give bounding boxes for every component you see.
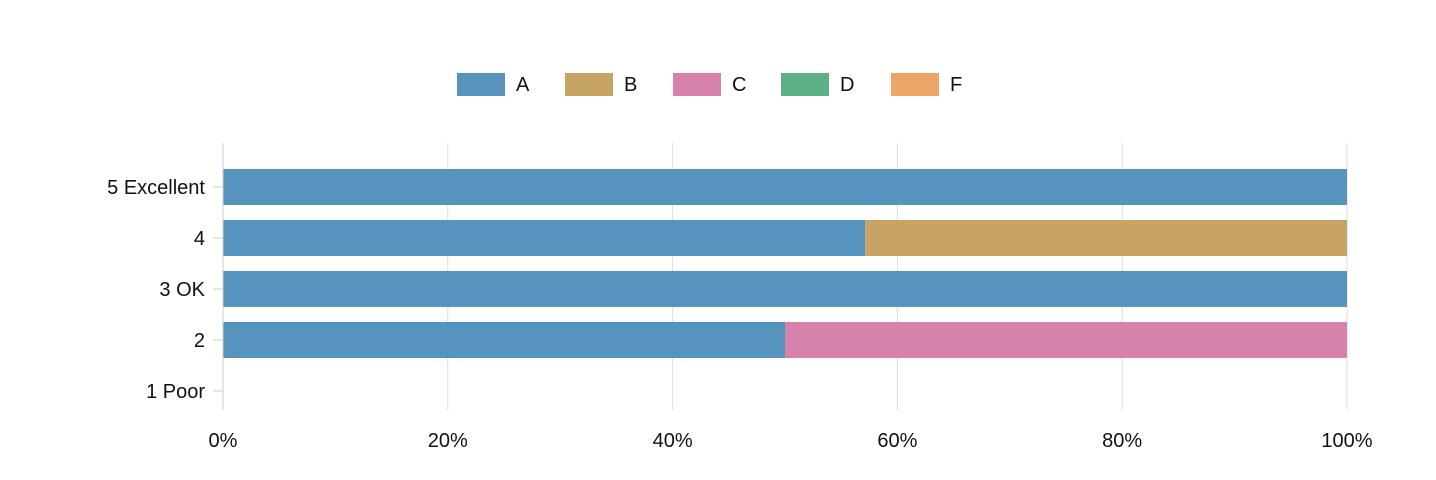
bar-a xyxy=(223,271,1347,307)
bar-b xyxy=(865,220,1347,256)
bars xyxy=(223,169,1347,358)
y-tick-label: 1 Poor xyxy=(146,381,205,403)
x-tick-label: 40% xyxy=(653,430,693,452)
x-tick-label: 100% xyxy=(1321,430,1372,452)
legend-item-c[interactable]: C xyxy=(673,73,746,96)
legend-label: F xyxy=(950,74,962,96)
y-tick-label: 3 OK xyxy=(159,279,205,301)
legend-item-f[interactable]: F xyxy=(891,73,962,96)
y-axis: 5 Excellent 4 3 OK 2 1 Poor xyxy=(107,143,224,410)
legend-label: B xyxy=(624,74,637,96)
legend-label: C xyxy=(732,74,746,96)
legend-item-b[interactable]: B xyxy=(565,73,637,96)
legend-label: D xyxy=(840,74,854,96)
legend-swatch xyxy=(457,73,505,96)
legend-swatch xyxy=(673,73,721,96)
legend-swatch xyxy=(565,73,613,96)
legend-swatch xyxy=(891,73,939,96)
legend-label: A xyxy=(516,74,530,96)
bar-a xyxy=(223,220,866,256)
bar-a xyxy=(223,169,1347,205)
y-tick-label: 4 xyxy=(194,228,205,250)
legend-item-a[interactable]: A xyxy=(457,73,530,96)
legend-swatch xyxy=(781,73,829,96)
bar-c xyxy=(785,322,1347,358)
x-axis: 0% 20% 40% 60% 80% 100% xyxy=(209,430,1373,452)
x-tick-label: 20% xyxy=(428,430,468,452)
y-tick-label: 2 xyxy=(194,330,205,352)
bar-a xyxy=(223,322,785,358)
x-tick-label: 0% xyxy=(209,430,238,452)
y-tick-label: 5 Excellent xyxy=(107,177,205,199)
x-tick-label: 80% xyxy=(1102,430,1142,452)
x-tick-label: 60% xyxy=(877,430,917,452)
legend-item-d[interactable]: D xyxy=(781,73,854,96)
